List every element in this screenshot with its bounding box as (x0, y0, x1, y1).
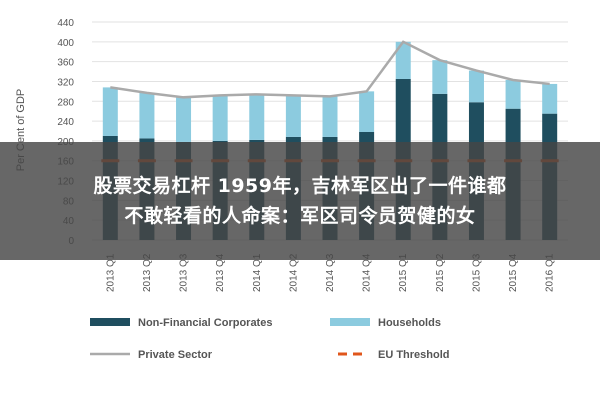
bar (102, 87, 118, 136)
legend-label: Non-Financial Corporates (138, 317, 272, 329)
overlay-line-2: 不敢轻看的人命案：军区司令员贺健的女 (124, 205, 476, 227)
legend-swatch (330, 318, 370, 326)
y-tick-label: 360 (57, 58, 74, 69)
x-tick-label: 2014 Q1 (252, 253, 263, 292)
bar (542, 83, 558, 114)
legend-label: Private Sector (138, 349, 213, 361)
x-tick-label: 2014 Q3 (325, 253, 336, 292)
bar (468, 70, 484, 103)
x-tick-label: 2014 Q4 (362, 253, 373, 292)
x-tick-label: 2013 Q1 (105, 253, 116, 292)
x-tick-label: 2013 Q4 (215, 253, 226, 292)
bar (139, 92, 155, 139)
legend: Non-Financial Corporates Households Privat… (90, 317, 450, 361)
bar (212, 95, 228, 141)
x-tick-label: 2015 Q3 (471, 253, 482, 292)
bar (285, 95, 301, 137)
private-sector-line (110, 40, 550, 99)
x-tick-label: 2014 Q2 (288, 253, 299, 292)
x-tick-label: 2016 Q1 (545, 253, 556, 292)
x-tick-label: 2015 Q2 (435, 253, 446, 292)
x-tick-label: 2013 Q3 (179, 253, 190, 292)
overlay-line-1: 股票交易杠杆 1959年，吉林军区出了一件谁都 (93, 175, 507, 197)
y-tick-label: 400 (57, 38, 74, 49)
legend-swatch (90, 318, 130, 326)
overlay-banner: 股票交易杠杆 1959年，吉林军区出了一件谁都 不敢轻看的人命案：军区司令员贺健… (0, 142, 600, 260)
x-tick-label: 2015 Q4 (508, 253, 519, 292)
y-tick-label: 440 (57, 18, 74, 29)
bar (322, 96, 338, 137)
legend-label: Households (378, 317, 441, 329)
bar (505, 79, 521, 109)
y-tick-label: 320 (57, 77, 74, 88)
y-tick-label: 280 (57, 97, 74, 108)
legend-label: EU Threshold (378, 349, 450, 361)
y-tick-label: 240 (57, 117, 74, 128)
bar (359, 91, 375, 132)
x-ticks: 2013 Q1 2013 Q2 2013 Q3 2013 Q4 2014 Q1 2014 … (105, 253, 555, 292)
x-tick-label: 2015 Q1 (398, 253, 409, 292)
x-tick-label: 2013 Q2 (142, 253, 153, 292)
bar (176, 97, 192, 142)
bar (395, 41, 411, 79)
bar (432, 60, 448, 94)
bar (249, 94, 265, 140)
